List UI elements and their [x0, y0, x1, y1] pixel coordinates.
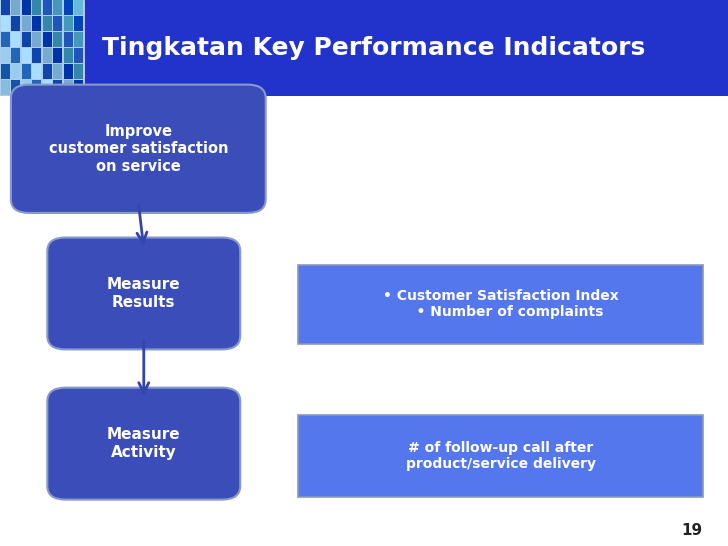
- FancyBboxPatch shape: [32, 16, 41, 31]
- FancyBboxPatch shape: [63, 32, 73, 48]
- FancyBboxPatch shape: [74, 80, 83, 95]
- FancyBboxPatch shape: [1, 64, 9, 79]
- Text: • Customer Satisfaction Index
    • Number of complaints: • Customer Satisfaction Index • Number o…: [383, 289, 618, 319]
- FancyBboxPatch shape: [74, 64, 83, 79]
- FancyBboxPatch shape: [53, 32, 62, 48]
- FancyBboxPatch shape: [0, 0, 84, 96]
- FancyBboxPatch shape: [32, 80, 41, 95]
- FancyBboxPatch shape: [63, 16, 73, 31]
- FancyBboxPatch shape: [53, 16, 62, 31]
- FancyBboxPatch shape: [63, 0, 73, 15]
- FancyBboxPatch shape: [11, 32, 20, 48]
- FancyBboxPatch shape: [53, 64, 62, 79]
- Text: 19: 19: [681, 523, 703, 538]
- FancyBboxPatch shape: [11, 64, 20, 79]
- FancyBboxPatch shape: [1, 32, 9, 48]
- Text: Measure
Activity: Measure Activity: [107, 428, 181, 460]
- FancyBboxPatch shape: [42, 16, 52, 31]
- FancyBboxPatch shape: [63, 48, 73, 63]
- FancyBboxPatch shape: [32, 0, 41, 15]
- FancyBboxPatch shape: [53, 0, 62, 15]
- FancyBboxPatch shape: [11, 85, 266, 213]
- FancyBboxPatch shape: [298, 415, 703, 497]
- FancyBboxPatch shape: [74, 16, 83, 31]
- FancyBboxPatch shape: [11, 80, 20, 95]
- FancyBboxPatch shape: [47, 238, 240, 349]
- FancyBboxPatch shape: [298, 265, 703, 344]
- FancyBboxPatch shape: [42, 0, 52, 15]
- Text: Improve
customer satisfaction
on service: Improve customer satisfaction on service: [49, 124, 228, 174]
- FancyBboxPatch shape: [53, 48, 62, 63]
- FancyBboxPatch shape: [32, 32, 41, 48]
- FancyBboxPatch shape: [42, 32, 52, 48]
- FancyBboxPatch shape: [11, 48, 20, 63]
- FancyBboxPatch shape: [1, 48, 9, 63]
- FancyBboxPatch shape: [74, 32, 83, 48]
- FancyBboxPatch shape: [47, 388, 240, 500]
- FancyBboxPatch shape: [42, 80, 52, 95]
- FancyBboxPatch shape: [22, 80, 31, 95]
- FancyBboxPatch shape: [22, 32, 31, 48]
- FancyBboxPatch shape: [22, 64, 31, 79]
- FancyBboxPatch shape: [63, 64, 73, 79]
- Text: # of follow-up call after
product/service delivery: # of follow-up call after product/servic…: [405, 441, 596, 471]
- FancyBboxPatch shape: [1, 16, 9, 31]
- FancyBboxPatch shape: [42, 48, 52, 63]
- FancyBboxPatch shape: [0, 0, 728, 96]
- FancyBboxPatch shape: [22, 48, 31, 63]
- Text: Measure
Results: Measure Results: [107, 277, 181, 310]
- FancyBboxPatch shape: [53, 80, 62, 95]
- FancyBboxPatch shape: [74, 48, 83, 63]
- FancyBboxPatch shape: [74, 0, 83, 15]
- FancyBboxPatch shape: [1, 0, 9, 15]
- FancyBboxPatch shape: [1, 80, 9, 95]
- Text: Tingkatan Key Performance Indicators: Tingkatan Key Performance Indicators: [102, 36, 645, 60]
- FancyBboxPatch shape: [22, 0, 31, 15]
- FancyBboxPatch shape: [32, 48, 41, 63]
- FancyBboxPatch shape: [11, 0, 20, 15]
- FancyBboxPatch shape: [22, 16, 31, 31]
- FancyBboxPatch shape: [11, 16, 20, 31]
- FancyBboxPatch shape: [32, 64, 41, 79]
- FancyBboxPatch shape: [42, 64, 52, 79]
- FancyBboxPatch shape: [63, 80, 73, 95]
